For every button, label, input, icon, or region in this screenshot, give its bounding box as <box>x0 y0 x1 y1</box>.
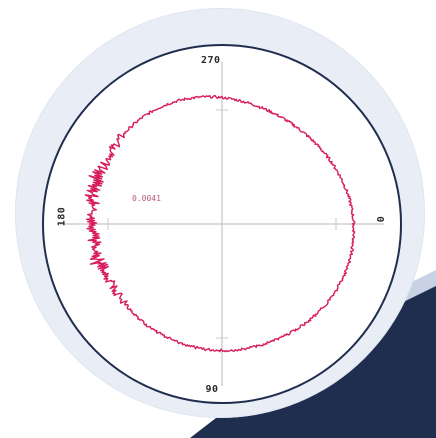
polar-plot <box>60 62 384 386</box>
angle-label-0: 0 <box>373 216 385 223</box>
angle-label-90: 06 <box>205 382 219 393</box>
axis-ticks <box>107 109 337 339</box>
angle-label-180: 180 <box>56 206 68 227</box>
roundness-trace <box>84 94 356 353</box>
ring-scale-label: 0.0041 <box>132 194 161 203</box>
polar-dial <box>42 44 402 404</box>
angle-label-270: 270 <box>201 55 221 66</box>
